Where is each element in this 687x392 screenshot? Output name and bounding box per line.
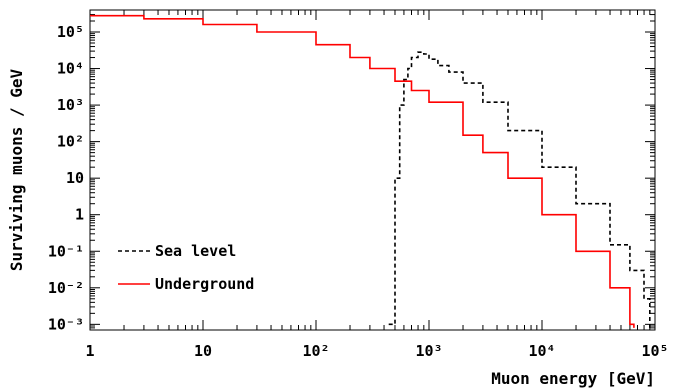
x-axis-title: Muon energy [GeV] (491, 369, 655, 388)
y-tick-label: 10⁻¹ (48, 242, 84, 260)
x-tick-label: 10 (194, 342, 212, 360)
y-tick-label: 10⁵ (57, 23, 84, 41)
y-axis-title: Surviving muons / GeV (7, 68, 26, 271)
y-tick-label: 10² (57, 133, 84, 151)
y-tick-label: 1 (75, 206, 84, 224)
x-tick-label: 10⁴ (528, 342, 555, 360)
x-tick-label: 10⁵ (641, 342, 668, 360)
legend: Sea level Underground (118, 242, 254, 293)
y-tick-label: 10³ (57, 96, 84, 114)
y-tick-label: 10 (66, 169, 84, 187)
x-tick-label: 10² (302, 342, 329, 360)
y-tick-label: 10⁴ (57, 60, 84, 78)
y-tick-label: 10⁻² (48, 279, 84, 297)
y-tick-label: 10⁻³ (48, 315, 84, 333)
x-tick-label: 10³ (415, 342, 442, 360)
legend-label-sea-level: Sea level (155, 242, 236, 260)
x-tick-label: 1 (85, 342, 94, 360)
legend-label-underground: Underground (155, 275, 254, 293)
